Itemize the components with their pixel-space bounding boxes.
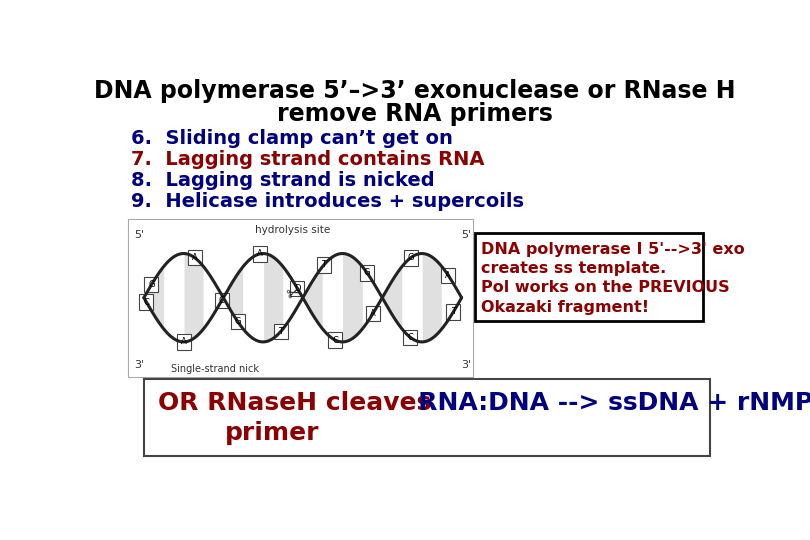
FancyBboxPatch shape	[139, 294, 153, 310]
FancyBboxPatch shape	[403, 329, 417, 345]
Text: 3': 3'	[134, 361, 145, 370]
Text: 9.  Helicase introduces + supercoils: 9. Helicase introduces + supercoils	[130, 192, 524, 211]
Text: RNA:DNA --> ssDNA + rNMPs: RNA:DNA --> ssDNA + rNMPs	[392, 392, 810, 415]
Text: A: A	[192, 253, 198, 262]
Text: G: G	[364, 268, 370, 278]
FancyBboxPatch shape	[290, 281, 305, 296]
Text: C: C	[407, 333, 413, 342]
FancyBboxPatch shape	[215, 293, 229, 308]
Text: Okazaki fragment!: Okazaki fragment!	[481, 300, 649, 315]
Text: remove RNA primers: remove RNA primers	[277, 102, 553, 126]
Text: G: G	[234, 317, 241, 326]
FancyBboxPatch shape	[274, 323, 288, 339]
Bar	[475, 233, 703, 321]
FancyBboxPatch shape	[441, 268, 455, 283]
Text: DNA polymerase I 5'-->3' exo: DNA polymerase I 5'-->3' exo	[481, 242, 744, 257]
Bar	[128, 219, 473, 377]
FancyBboxPatch shape	[403, 250, 417, 266]
Text: A: A	[370, 309, 376, 318]
Text: G: G	[407, 253, 414, 262]
Text: A: A	[181, 338, 187, 347]
Text: 5': 5'	[462, 230, 471, 240]
Text: A: A	[257, 249, 262, 259]
Text: A: A	[446, 271, 451, 280]
FancyBboxPatch shape	[177, 334, 191, 349]
Text: C: C	[143, 298, 149, 307]
Text: 5': 5'	[134, 230, 145, 240]
FancyBboxPatch shape	[144, 277, 159, 292]
Text: 7.  Lagging strand contains RNA: 7. Lagging strand contains RNA	[130, 150, 484, 169]
FancyBboxPatch shape	[366, 306, 380, 321]
Text: hydrolysis site: hydrolysis site	[255, 225, 330, 235]
Bar	[144, 379, 710, 456]
Text: ✂: ✂	[284, 283, 304, 305]
Text: T: T	[322, 260, 326, 269]
Text: 6.  Sliding clamp can’t get on: 6. Sliding clamp can’t get on	[130, 130, 453, 148]
Text: G: G	[148, 280, 155, 289]
Text: creates ss template.: creates ss template.	[481, 261, 667, 276]
Text: OR RNaseH cleaves: OR RNaseH cleaves	[158, 392, 431, 415]
Text: DNA polymerase 5’–>3’ exonuclease or RNase H: DNA polymerase 5’–>3’ exonuclease or RNa…	[95, 79, 735, 103]
FancyBboxPatch shape	[317, 257, 331, 273]
FancyBboxPatch shape	[231, 314, 245, 329]
Text: primer: primer	[225, 421, 320, 444]
Text: C: C	[219, 296, 225, 305]
Text: 8.  Lagging strand is nicked: 8. Lagging strand is nicked	[130, 171, 434, 190]
FancyBboxPatch shape	[328, 332, 342, 348]
Text: Single-strand nick: Single-strand nick	[171, 363, 259, 374]
FancyBboxPatch shape	[253, 246, 266, 262]
Text: T: T	[279, 327, 284, 336]
Text: C: C	[332, 335, 338, 345]
Text: 3': 3'	[462, 361, 471, 370]
Text: D: D	[294, 284, 301, 293]
Text: Pol works on the PREVIOUS: Pol works on the PREVIOUS	[481, 280, 730, 295]
FancyBboxPatch shape	[188, 250, 202, 265]
FancyBboxPatch shape	[360, 265, 374, 281]
Text: T: T	[451, 307, 456, 316]
FancyBboxPatch shape	[446, 304, 460, 320]
